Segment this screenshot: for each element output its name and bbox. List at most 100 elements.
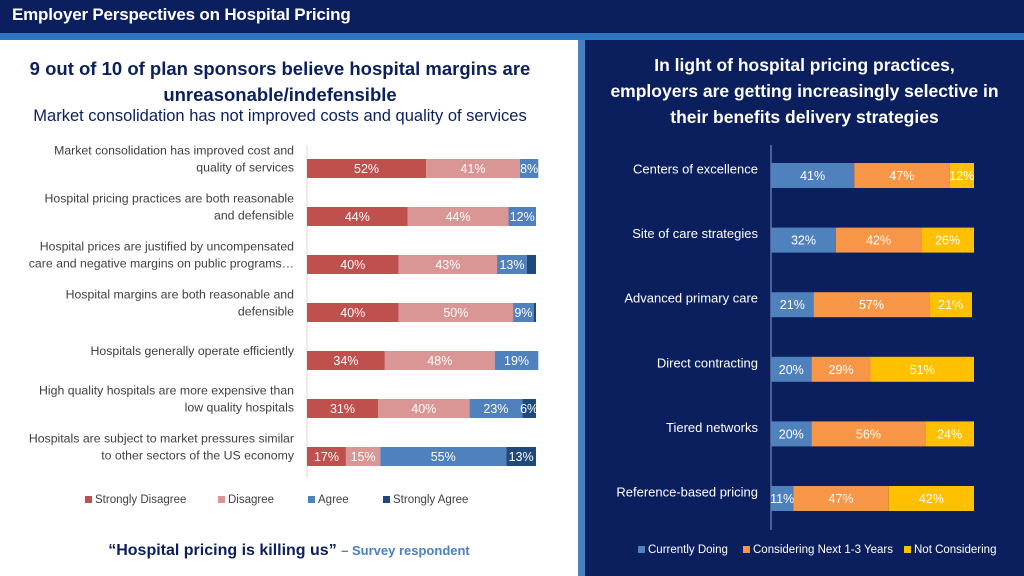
right-chart-bar-not-considering bbox=[921, 227, 974, 253]
header-bar: Employer Perspectives on Hospital Pricin… bbox=[0, 0, 1024, 33]
left-chart-bar-agree bbox=[508, 207, 536, 226]
right-chart-data-label: 26% bbox=[935, 234, 960, 248]
left-chart-bar-strongly-disagree bbox=[307, 399, 378, 418]
right-chart-bar-not-considering bbox=[870, 356, 974, 382]
left-chart-bar-agree bbox=[519, 159, 539, 178]
left-chart-bar-agree bbox=[469, 399, 523, 418]
right-chart-bar-currently-doing bbox=[771, 292, 814, 318]
right-chart-legend-swatch bbox=[743, 546, 750, 553]
left-chart-bar-disagree bbox=[426, 159, 520, 178]
right-chart-data-label: 24% bbox=[937, 427, 962, 441]
left-headline: 9 out of 10 of plan sponsors believe hos… bbox=[0, 56, 560, 108]
left-chart-data-label: 41% bbox=[461, 162, 486, 176]
left-chart-data-label: 15% bbox=[351, 450, 376, 464]
left-chart-legend-label: Strongly Agree bbox=[393, 494, 468, 506]
left-chart-bar-disagree bbox=[345, 447, 381, 466]
right-chart-bar-currently-doing bbox=[771, 486, 794, 511]
right-chart-legend-label: Not Considering bbox=[914, 544, 996, 556]
left-chart-data-label: 44% bbox=[345, 210, 370, 224]
right-chart-data-label: 57% bbox=[859, 298, 884, 312]
left-chart-data-label: 40% bbox=[340, 306, 365, 320]
left-chart-data-label: 8% bbox=[520, 162, 538, 176]
right-chart-legend-swatch bbox=[638, 546, 645, 553]
left-chart-data-label: 50% bbox=[443, 306, 468, 320]
left-chart-bar-agree bbox=[497, 255, 527, 274]
left-chart-category-label: Hospitals are subject to market pressure… bbox=[29, 432, 295, 463]
right-chart-category-label: Advanced primary care bbox=[624, 291, 758, 306]
right-chart-category-label: Reference-based pricing bbox=[616, 485, 758, 500]
right-chart-data-label: 47% bbox=[889, 169, 914, 183]
left-chart-bar-strongly-disagree bbox=[307, 447, 346, 466]
quote-text: “Hospital pricing is killing us” bbox=[108, 542, 337, 559]
right-chart-category-label: Site of care strategies bbox=[632, 226, 758, 241]
right-chart-bar-considering-next-1-3-years bbox=[793, 486, 889, 511]
left-chart-data-label: 44% bbox=[446, 210, 471, 224]
left-chart-bar-strongly-agree bbox=[522, 399, 536, 418]
left-chart-legend-label: Agree bbox=[318, 494, 349, 506]
left-chart-bar-strongly-agree bbox=[506, 447, 536, 466]
left-chart-bar-strongly-agree bbox=[533, 303, 536, 322]
left-chart-category-label: Market consolidation has improved cost a… bbox=[54, 144, 294, 175]
left-chart-bar-strongly-disagree bbox=[307, 159, 427, 178]
left-chart-legend-swatch bbox=[85, 496, 92, 503]
left-chart-bar-strongly-agree bbox=[526, 255, 536, 274]
left-chart-data-label: 17% bbox=[314, 450, 339, 464]
left-chart-bar-disagree bbox=[398, 303, 514, 322]
right-headline: In light of hospital pricing practices, … bbox=[585, 52, 1024, 130]
left-chart-data-label: 55% bbox=[431, 450, 456, 464]
left-chart-bar-disagree bbox=[377, 399, 470, 418]
left-chart-data-label: 31% bbox=[330, 402, 355, 416]
header-accent-stripe bbox=[0, 33, 1024, 40]
left-chart-bar-disagree bbox=[398, 255, 498, 274]
left-chart-bar-strongly-disagree bbox=[307, 207, 408, 226]
right-chart-legend-swatch bbox=[904, 546, 911, 553]
left-chart-category-label: High quality hospitals are more expensiv… bbox=[39, 384, 294, 415]
right-chart-bar-not-considering bbox=[949, 163, 974, 188]
left-headline-line2: unreasonable/indefensible bbox=[163, 84, 397, 105]
right-chart-data-label: 47% bbox=[829, 492, 854, 506]
left-chart-bar-disagree bbox=[384, 351, 495, 370]
left-chart-category-label: Hospitals generally operate efficiently bbox=[91, 344, 295, 358]
left-chart-data-label: 19% bbox=[504, 354, 529, 368]
right-chart-data-label: 21% bbox=[938, 298, 963, 312]
left-chart-data-label: 13% bbox=[499, 258, 524, 272]
right-headline-line2: employers are getting increasingly selec… bbox=[610, 81, 999, 101]
left-chart-data-label: 48% bbox=[427, 354, 452, 368]
left-chart-bar-agree bbox=[513, 303, 534, 322]
right-chart-data-label: 11% bbox=[770, 492, 794, 506]
right-chart-bar-currently-doing bbox=[771, 163, 855, 188]
right-chart-bar-not-considering bbox=[925, 421, 974, 447]
left-chart-legend-label: Strongly Disagree bbox=[95, 494, 186, 506]
right-chart-bar-not-considering bbox=[888, 486, 974, 511]
right-chart-data-label: 21% bbox=[780, 298, 805, 312]
right-chart-bar-considering-next-1-3-years bbox=[811, 421, 926, 447]
right-chart-data-label: 32% bbox=[791, 234, 816, 248]
right-chart-bar-considering-next-1-3-years bbox=[854, 163, 950, 188]
left-chart-data-label: 40% bbox=[340, 258, 365, 272]
left-chart-bar-strongly-disagree bbox=[307, 303, 399, 322]
panel-divider bbox=[578, 40, 585, 576]
right-chart-data-label: 20% bbox=[779, 363, 804, 377]
left-chart-category-label: Hospital pricing practices are both reas… bbox=[45, 192, 295, 223]
left-chart-data-label: 13% bbox=[509, 450, 534, 464]
right-chart-data-label: 29% bbox=[829, 363, 854, 377]
right-chart-data-label: 42% bbox=[866, 234, 891, 248]
left-headline-line1: 9 out of 10 of plan sponsors believe hos… bbox=[29, 58, 531, 79]
left-chart-legend-swatch bbox=[308, 496, 315, 503]
left-chart-bar-agree bbox=[380, 447, 507, 466]
left-chart-data-label: 23% bbox=[483, 402, 508, 416]
right-chart-bar-currently-doing bbox=[771, 421, 812, 447]
left-chart-data-label: 9% bbox=[514, 306, 532, 320]
right-chart-legend-label: Considering Next 1-3 Years bbox=[753, 544, 893, 556]
right-chart-bar-considering-next-1-3-years bbox=[835, 227, 922, 253]
left-chart-data-label: 40% bbox=[411, 402, 436, 416]
quote-attribution: – Survey respondent bbox=[341, 543, 470, 558]
right-chart-data-label: 42% bbox=[919, 492, 944, 506]
right-chart-legend-label: Currently Doing bbox=[648, 544, 728, 556]
left-chart-bar-disagree bbox=[407, 207, 509, 226]
right-chart-category-label: Tiered networks bbox=[666, 420, 758, 435]
left-chart-legend-swatch bbox=[218, 496, 225, 503]
quote: “Hospital pricing is killing us” – Surve… bbox=[0, 542, 578, 560]
left-subhead: Market consolidation has not improved co… bbox=[33, 107, 527, 125]
left-chart-legend-label: Disagree bbox=[228, 494, 274, 506]
